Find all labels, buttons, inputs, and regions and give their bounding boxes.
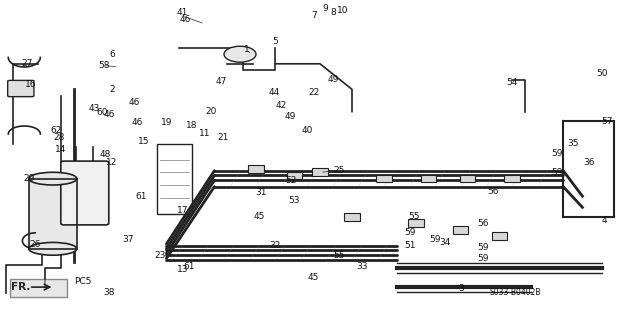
Text: 46: 46: [129, 98, 140, 107]
Bar: [312, 168, 328, 176]
Text: 61: 61: [135, 192, 147, 201]
Text: 25: 25: [333, 166, 345, 175]
Text: 59: 59: [404, 228, 415, 237]
Text: 49: 49: [284, 112, 296, 121]
Text: 49: 49: [327, 75, 339, 84]
Text: 10: 10: [337, 6, 348, 15]
Text: 15: 15: [138, 137, 150, 146]
Text: 59: 59: [551, 149, 563, 158]
Text: 14: 14: [55, 145, 67, 154]
Text: 31: 31: [255, 189, 267, 197]
Text: 6: 6: [109, 50, 115, 59]
Text: 3: 3: [458, 284, 463, 293]
Text: 7: 7: [311, 11, 316, 20]
Text: 61: 61: [183, 262, 195, 271]
Text: 35: 35: [567, 139, 579, 148]
Text: 62: 62: [51, 126, 62, 135]
Text: 32: 32: [269, 241, 281, 250]
Text: 36: 36: [583, 158, 595, 167]
Text: 48: 48: [100, 150, 111, 159]
Text: 46: 46: [180, 15, 191, 24]
Text: 5: 5: [273, 37, 278, 46]
FancyBboxPatch shape: [61, 161, 109, 225]
Text: 44: 44: [268, 88, 280, 97]
Text: 47: 47: [215, 77, 227, 86]
Bar: [248, 165, 264, 173]
Text: 33: 33: [356, 262, 367, 271]
Text: PC5: PC5: [74, 277, 92, 286]
Text: 16: 16: [25, 80, 36, 89]
Text: 58: 58: [98, 61, 109, 70]
Bar: [460, 175, 475, 182]
Text: 9: 9: [323, 4, 328, 13]
Text: 29: 29: [23, 174, 35, 183]
Text: 46: 46: [103, 110, 115, 119]
Text: 57: 57: [601, 117, 612, 126]
Text: 56: 56: [477, 219, 489, 228]
Text: 1: 1: [244, 45, 249, 54]
Circle shape: [224, 46, 256, 62]
Text: 38: 38: [103, 288, 115, 297]
Text: 27: 27: [21, 59, 33, 68]
Text: 55: 55: [333, 251, 345, 260]
Bar: [287, 172, 302, 179]
Bar: [504, 175, 520, 182]
Text: 12: 12: [106, 158, 118, 167]
Text: 59: 59: [551, 168, 563, 177]
Text: 11: 11: [199, 130, 211, 138]
Text: 59: 59: [429, 235, 441, 244]
Bar: [344, 213, 360, 221]
Text: 26: 26: [29, 240, 41, 249]
Bar: [492, 232, 507, 240]
Text: 2: 2: [109, 85, 115, 94]
Ellipse shape: [29, 172, 77, 185]
Text: 56: 56: [487, 187, 499, 196]
Bar: [376, 175, 392, 182]
Text: 43: 43: [89, 104, 100, 113]
Text: 59: 59: [477, 243, 489, 252]
Text: 60: 60: [97, 108, 108, 117]
Bar: [421, 175, 436, 182]
Text: 46: 46: [132, 118, 143, 127]
Text: 17: 17: [177, 206, 188, 215]
Text: 23: 23: [154, 251, 166, 260]
Text: 54: 54: [506, 78, 518, 87]
Bar: [408, 219, 424, 227]
Text: 50: 50: [596, 69, 607, 78]
Text: 28: 28: [53, 133, 65, 142]
FancyBboxPatch shape: [8, 80, 34, 97]
Text: 59: 59: [477, 254, 489, 263]
Bar: [453, 226, 468, 234]
Text: 19: 19: [161, 118, 172, 127]
Text: 51: 51: [404, 241, 415, 250]
Text: 4: 4: [602, 216, 607, 225]
Text: 18: 18: [186, 121, 198, 130]
Text: FR.: FR.: [11, 282, 30, 292]
Bar: [29, 179, 77, 249]
Text: 45: 45: [253, 212, 265, 221]
Text: 20: 20: [205, 107, 217, 115]
Text: 53: 53: [289, 197, 300, 205]
Text: 40: 40: [301, 126, 313, 135]
FancyBboxPatch shape: [10, 279, 67, 297]
Text: 22: 22: [308, 88, 319, 97]
Text: S033-B0402B: S033-B0402B: [490, 288, 541, 297]
Ellipse shape: [29, 242, 77, 255]
Text: 42: 42: [276, 101, 287, 110]
Text: 45: 45: [308, 273, 319, 282]
Text: 41: 41: [177, 8, 188, 17]
Bar: [29, 179, 77, 249]
Text: 21: 21: [217, 133, 228, 142]
Text: 52: 52: [285, 176, 297, 185]
Text: 37: 37: [122, 235, 134, 244]
Text: 13: 13: [177, 265, 188, 274]
Text: 55: 55: [408, 212, 420, 221]
Text: 34: 34: [439, 238, 451, 247]
Text: 8: 8: [330, 8, 335, 17]
